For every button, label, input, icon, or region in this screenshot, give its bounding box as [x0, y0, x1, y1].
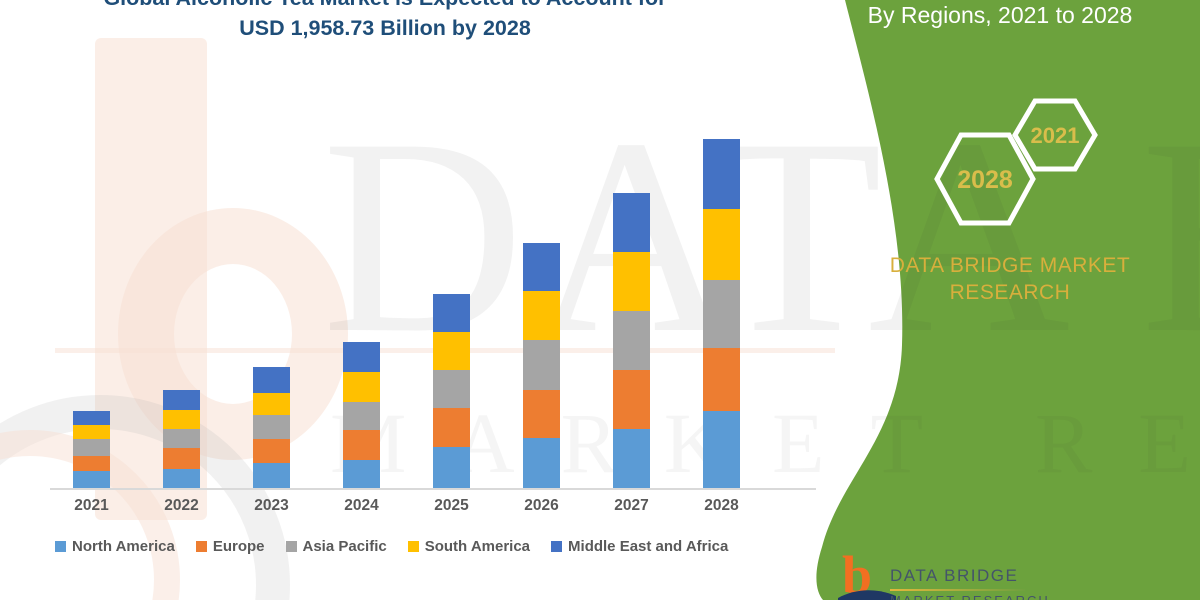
- bar-segment-asia-pacific-2023: [253, 415, 290, 439]
- bar-segment-asia-pacific-2022: [163, 428, 200, 448]
- bar-segment-south-america-2021: [73, 425, 110, 439]
- watermark-tagline-text: MARKET RESEARCH: [330, 395, 1200, 491]
- bar-segment-asia-pacific-2021: [73, 438, 110, 456]
- bar-segment-north-america-2021: [73, 470, 110, 489]
- bar-segment-middle-east-and-africa-2023: [253, 366, 290, 394]
- bar-segment-middle-east-and-africa-2028: [703, 139, 740, 209]
- bar-segment-north-america-2022: [163, 469, 200, 489]
- legend-item-south-america: South America: [407, 538, 531, 555]
- bar-segment-north-america-2024: [343, 460, 380, 489]
- bar-segment-middle-east-and-africa-2022: [163, 390, 200, 411]
- x-axis-label-2024: 2024: [344, 497, 379, 514]
- x-axis-label-2021: 2021: [74, 497, 109, 514]
- bar-segment-asia-pacific-2026: [523, 340, 560, 391]
- bar-segment-europe-2027: [613, 370, 650, 429]
- x-axis-label-2025: 2025: [434, 497, 469, 514]
- legend-label-north-america: North America: [72, 538, 175, 555]
- bar-segment-asia-pacific-2028: [703, 279, 740, 349]
- side-panel-heading: By Regions, 2021 to 2028: [867, 2, 1133, 28]
- hexagon-2021-label: 2021: [1031, 123, 1080, 148]
- bar-segment-middle-east-and-africa-2026: [523, 243, 560, 292]
- hexagon-2028-label: 2028: [957, 166, 1013, 194]
- legend-label-europe: Europe: [212, 538, 265, 555]
- chart-title: Global Alcoholic Tea Market is Expected …: [0, 0, 770, 43]
- bar-segment-south-america-2027: [613, 252, 650, 312]
- side-panel-brand-line1: DATA BRIDGE MARKET: [889, 254, 1131, 277]
- legend-swatch-europe: [195, 541, 207, 552]
- bar-segment-south-america-2028: [703, 208, 740, 280]
- bar-segment-south-america-2025: [433, 331, 470, 371]
- bar-segment-europe-2021: [73, 455, 110, 471]
- bar-segment-north-america-2026: [523, 438, 560, 489]
- footer-logo-swoosh-icon: [838, 590, 896, 600]
- x-axis-label-2023: 2023: [254, 497, 289, 514]
- hexagon-2021-outline: [1012, 98, 1098, 172]
- bar-segment-europe-2026: [523, 390, 560, 439]
- x-axis-label-2027: 2027: [614, 497, 649, 514]
- bar-segment-middle-east-and-africa-2027: [613, 193, 650, 253]
- footer-brand-underline: [890, 589, 1025, 591]
- bar-segment-asia-pacific-2024: [343, 402, 380, 431]
- legend-swatch-north-america: [55, 541, 66, 552]
- hexagon-2028-outline: [934, 132, 1036, 226]
- year-hexagons: 2028 2021: [934, 98, 1098, 226]
- x-axis-label-2028: 2028: [704, 497, 739, 514]
- legend-item-north-america: North America: [55, 538, 175, 555]
- bar-segment-north-america-2023: [253, 462, 290, 489]
- bar-segment-middle-east-and-africa-2024: [343, 341, 380, 372]
- bar-segment-asia-pacific-2027: [613, 311, 650, 371]
- footer-brand-subtitle: MARKET RESEARCH: [890, 593, 1050, 600]
- legend-label-middle-east-and-africa: Middle East and Africa: [568, 538, 729, 555]
- x-axis-line: [50, 488, 816, 490]
- legend-swatch-south-america: [407, 541, 419, 552]
- footer-brand-name: DATA BRIDGE: [890, 566, 1019, 585]
- bar-segment-europe-2022: [163, 447, 200, 469]
- chart-plot: 2021 2022 2023 2024 2025 2026 2027 2028: [73, 139, 740, 514]
- x-axis-label-2022: 2022: [164, 497, 199, 514]
- legend-swatch-middle-east-and-africa: [551, 541, 563, 552]
- legend-item-europe: Europe: [195, 538, 265, 555]
- bar-segment-middle-east-and-africa-2021: [73, 411, 110, 426]
- bar-segment-europe-2023: [253, 438, 290, 463]
- bar-segment-asia-pacific-2025: [433, 370, 470, 409]
- chart-title-line1: Global Alcoholic Tea Market is Expected …: [0, 0, 770, 13]
- bar-segment-europe-2024: [343, 430, 380, 461]
- legend-item-middle-east-and-africa: Middle East and Africa: [551, 538, 728, 555]
- side-panel-brand-line2: RESEARCH: [949, 281, 1071, 304]
- legend-label-asia-pacific: Asia Pacific: [302, 538, 387, 555]
- bar-segment-north-america-2025: [433, 447, 470, 489]
- legend-item-asia-pacific: Asia Pacific: [285, 538, 387, 555]
- bar-segment-europe-2025: [433, 408, 470, 448]
- bar-segment-south-america-2024: [343, 372, 380, 402]
- x-axis-label-2026: 2026: [524, 497, 559, 514]
- bar-segment-north-america-2028: [703, 411, 740, 489]
- bar-segment-south-america-2022: [163, 410, 200, 429]
- bar-segment-middle-east-and-africa-2025: [433, 293, 470, 332]
- legend-label-south-america: South America: [424, 538, 531, 555]
- side-panel-brand: DATA BRIDGE MARKET RESEARCH: [880, 252, 1140, 306]
- bar-segment-south-america-2026: [523, 291, 560, 340]
- bar-segment-europe-2028: [703, 348, 740, 412]
- bar-segment-south-america-2023: [253, 393, 290, 416]
- bar-segment-north-america-2027: [613, 428, 650, 489]
- legend-swatch-asia-pacific: [285, 541, 297, 552]
- chart-title-line2: USD 1,958.73 Billion by 2028: [239, 16, 531, 40]
- legend: North America Europe Asia Pacific South Ame…: [55, 538, 728, 555]
